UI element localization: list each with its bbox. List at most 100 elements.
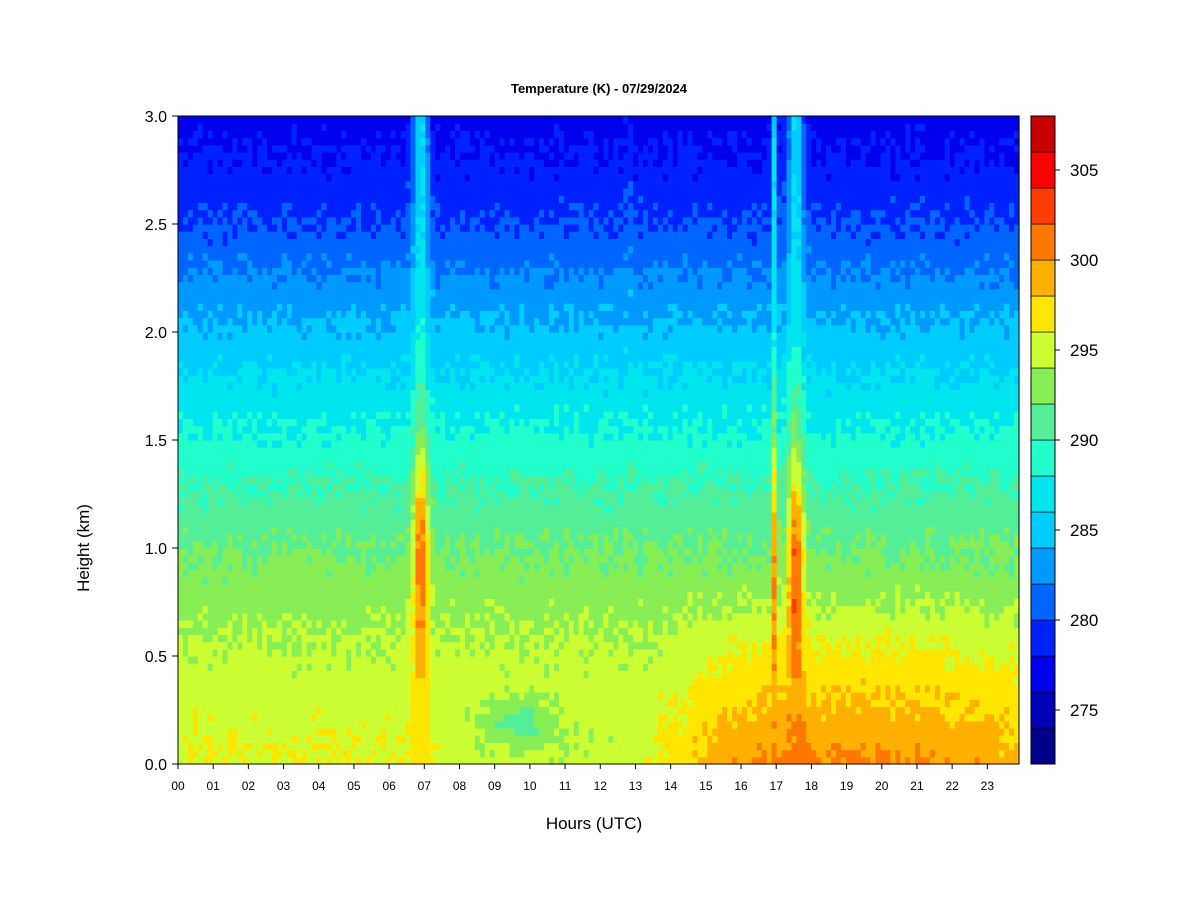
heatmap-cell	[410, 346, 417, 355]
heatmap-cell	[306, 713, 313, 722]
heatmap-cell	[321, 728, 328, 736]
heatmap-cell	[281, 533, 288, 542]
heatmap-cell	[187, 346, 194, 355]
heatmap-cell	[341, 216, 347, 225]
heatmap-cell	[420, 670, 426, 679]
heatmap-cell	[247, 692, 253, 700]
heatmap-cell	[271, 677, 278, 686]
heatmap-cell	[395, 677, 402, 686]
heatmap-cell	[227, 562, 234, 571]
heatmap-cell	[178, 641, 184, 650]
heatmap-cell	[395, 224, 402, 232]
heatmap-cell	[242, 663, 248, 671]
heatmap-cell	[420, 389, 426, 398]
heatmap-cell	[331, 231, 337, 239]
heatmap-cell	[445, 483, 451, 491]
heatmap-cell	[227, 656, 234, 664]
heatmap-cell	[227, 216, 234, 225]
heatmap-cell	[267, 166, 273, 175]
heatmap-cell	[192, 339, 199, 347]
heatmap-cell	[212, 641, 219, 650]
heatmap-cell	[207, 749, 214, 758]
heatmap-cell	[316, 404, 323, 412]
heatmap-cell	[187, 548, 194, 556]
heatmap-cell	[321, 756, 328, 765]
heatmap-cell	[207, 720, 214, 729]
heatmap-cell	[410, 310, 417, 319]
heatmap-cell	[187, 555, 194, 563]
heatmap-cell	[316, 324, 323, 333]
heatmap-cell	[207, 324, 214, 333]
heatmap-cell	[356, 598, 362, 607]
heatmap-cell	[425, 281, 431, 290]
heatmap-cell	[187, 238, 194, 247]
heatmap-cell	[311, 231, 318, 239]
heatmap-cell	[420, 512, 426, 520]
heatmap-cell	[430, 756, 436, 765]
heatmap-cell	[267, 274, 273, 283]
heatmap-cell	[370, 267, 377, 275]
heatmap-cell	[227, 713, 234, 722]
heatmap-cell	[296, 389, 303, 398]
heatmap-cell	[450, 548, 456, 556]
heatmap-cell	[435, 432, 441, 441]
heatmap-cell	[301, 713, 308, 722]
heatmap-cell	[390, 648, 397, 657]
heatmap-cell	[178, 670, 184, 679]
heatmap-cell	[365, 605, 372, 614]
heatmap-cell	[267, 706, 273, 715]
heatmap-cell	[390, 512, 397, 520]
heatmap-cell	[296, 144, 303, 153]
heatmap-cell	[207, 353, 214, 362]
heatmap-cell	[385, 620, 392, 628]
heatmap-cell	[222, 569, 229, 578]
heatmap-cell	[326, 224, 332, 232]
heatmap-cell	[341, 396, 347, 405]
heatmap-cell	[356, 368, 362, 376]
heatmap-cell	[336, 324, 342, 333]
heatmap-cell	[222, 440, 229, 448]
heatmap-cell	[356, 512, 362, 520]
heatmap-cell	[207, 728, 214, 736]
heatmap-cell	[242, 332, 248, 340]
heatmap-cell	[178, 245, 184, 254]
heatmap-cell	[351, 634, 357, 643]
heatmap-cell	[182, 483, 189, 491]
heatmap-cell	[390, 663, 397, 671]
heatmap-cell	[301, 375, 308, 383]
heatmap-cell	[301, 440, 308, 448]
heatmap-cell	[222, 188, 229, 196]
heatmap-cell	[291, 454, 298, 463]
heatmap-cell	[400, 360, 407, 369]
heatmap-cell	[425, 130, 431, 139]
heatmap-cell	[242, 288, 248, 297]
heatmap-cell	[430, 324, 436, 333]
heatmap-cell	[301, 692, 308, 700]
heatmap-cell	[227, 411, 234, 419]
heatmap-cell	[395, 468, 402, 477]
heatmap-cell	[380, 742, 387, 751]
heatmap-cell	[187, 519, 194, 527]
heatmap-cell	[192, 656, 199, 664]
heatmap-cell	[445, 389, 451, 398]
heatmap-cell	[301, 173, 308, 182]
heatmap-cell	[356, 591, 362, 599]
heatmap-cell	[217, 735, 224, 743]
heatmap-cell	[316, 526, 323, 535]
heatmap-cell	[286, 310, 293, 319]
heatmap-cell	[227, 317, 234, 326]
heatmap-cell	[321, 526, 328, 535]
heatmap-cell	[425, 512, 431, 520]
heatmap-cell	[197, 620, 204, 628]
heatmap-cell	[435, 152, 441, 160]
heatmap-cell	[178, 728, 184, 736]
heatmap-cell	[316, 656, 323, 664]
heatmap-cell	[405, 648, 412, 657]
heatmap-cell	[197, 641, 204, 650]
heatmap-cell	[311, 497, 318, 506]
heatmap-cell	[435, 231, 441, 239]
heatmap-cell	[385, 202, 392, 211]
heatmap-cell	[410, 692, 417, 700]
heatmap-cell	[217, 713, 224, 722]
heatmap-cell	[440, 454, 446, 463]
